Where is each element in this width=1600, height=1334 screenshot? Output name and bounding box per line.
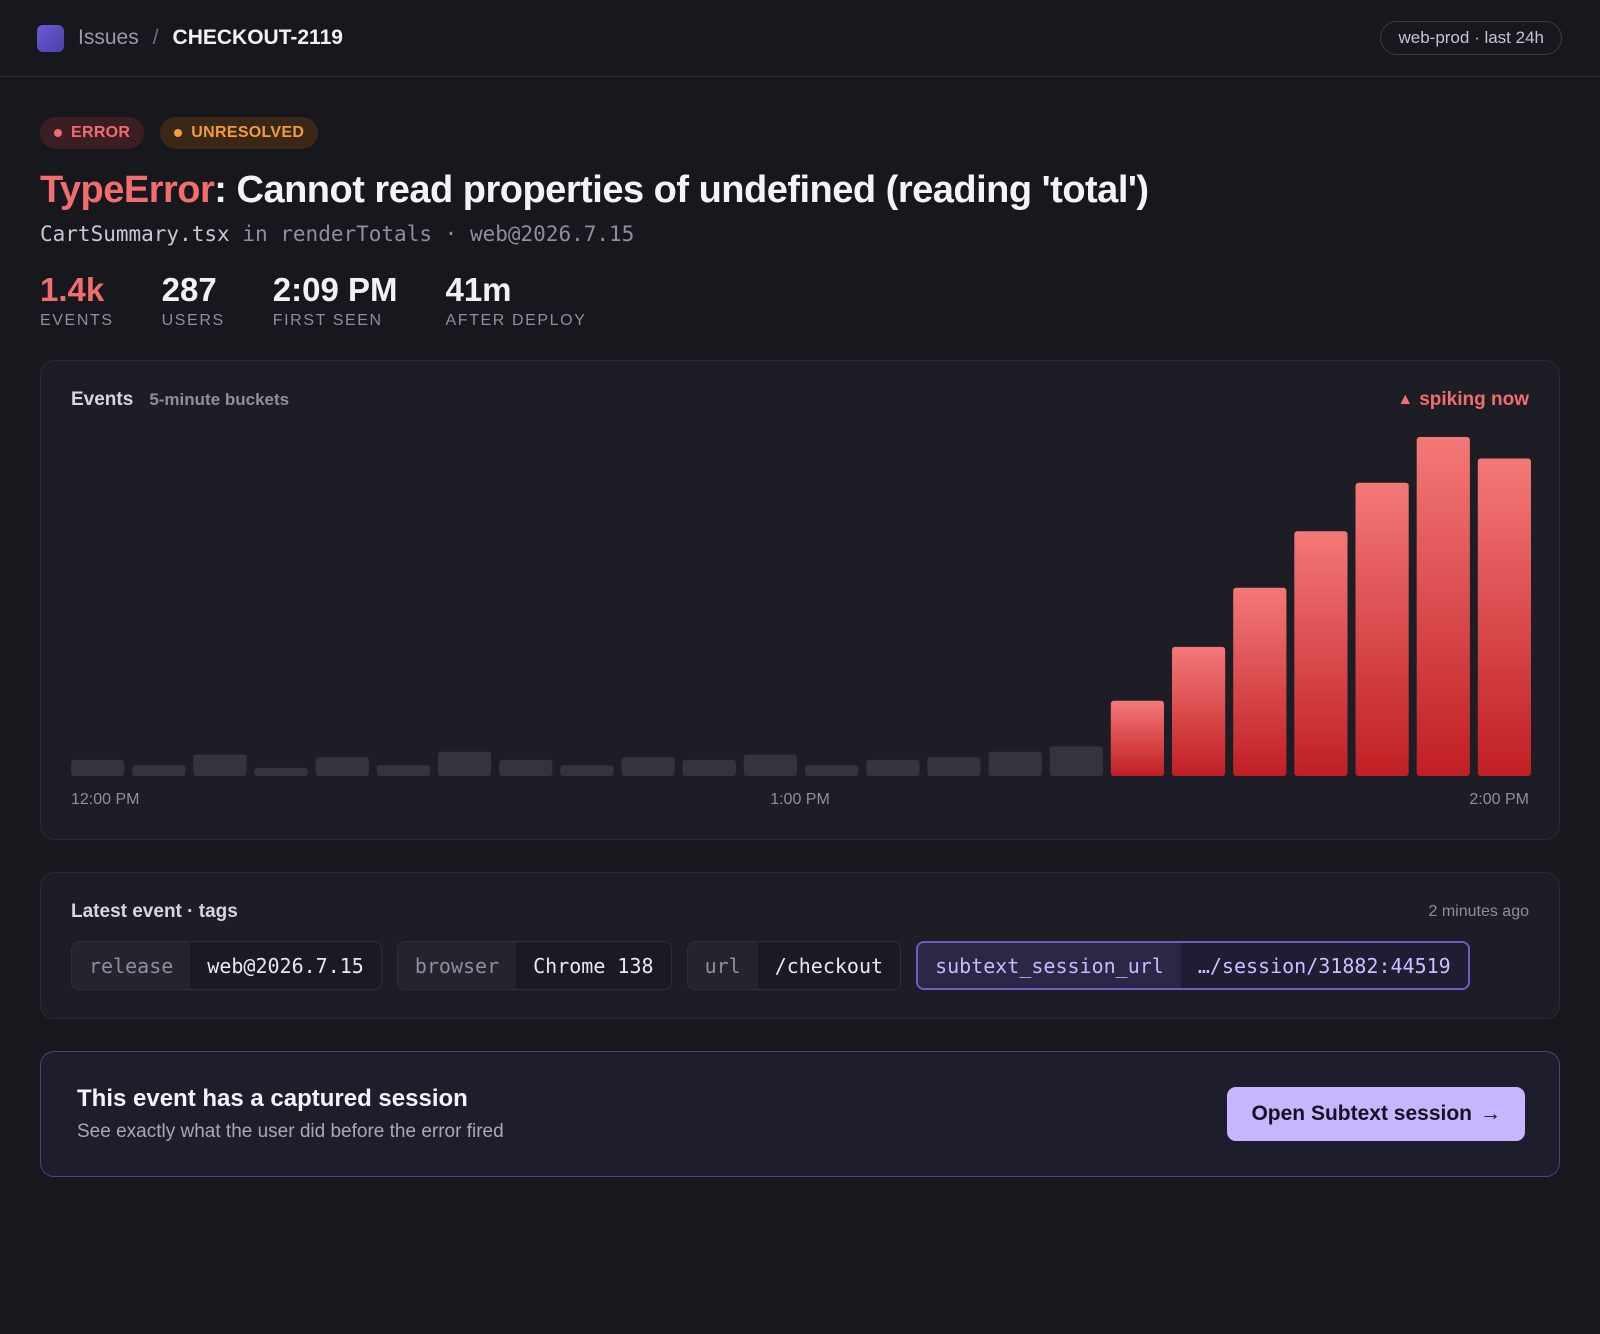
tag-value: Chrome 138 bbox=[516, 942, 671, 989]
issue-stats: 1.4k EVENTS 287 USERS 2:09 PM FIRST SEEN… bbox=[40, 270, 1560, 330]
chart-bar[interactable] bbox=[376, 765, 430, 776]
environment-filter-pill[interactable]: web-prod · last 24h bbox=[1380, 21, 1562, 55]
triangle-up-icon: ▲ bbox=[1397, 391, 1414, 408]
chart-bar[interactable] bbox=[866, 759, 920, 776]
chart-subtitle: 5-minute buckets bbox=[149, 390, 290, 409]
captured-session-banner: This event has a captured session See ex… bbox=[40, 1051, 1560, 1177]
source-file[interactable]: CartSummary.tsx bbox=[40, 222, 230, 246]
x-tick-label: 2:00 PM bbox=[1469, 791, 1529, 808]
breadcrumb-issues-link[interactable]: Issues bbox=[78, 26, 139, 49]
latest-event-tags-card: Latest event · tags 2 minutes ago releas… bbox=[40, 872, 1560, 1019]
chart-bar-spike[interactable] bbox=[1355, 482, 1409, 776]
chart-bar[interactable] bbox=[805, 765, 859, 776]
stat-first-seen-label: FIRST SEEN bbox=[272, 312, 383, 329]
spike-alert-label: spiking now bbox=[1419, 389, 1529, 410]
issue-title: TypeError: Cannot read properties of und… bbox=[40, 169, 1560, 212]
tag-release[interactable]: release web@2026.7.15 bbox=[71, 941, 382, 990]
error-type: TypeError bbox=[40, 169, 215, 211]
stat-events-label: EVENTS bbox=[40, 312, 114, 329]
status-badge[interactable]: UNRESOLVED bbox=[160, 117, 319, 149]
tag-subtext-session-url[interactable]: subtext_session_url …/session/31882:4451… bbox=[916, 941, 1470, 990]
breadcrumb-separator: / bbox=[152, 26, 159, 49]
events-chart-card: Events 5-minute buckets ▲ spiking now 12… bbox=[40, 360, 1560, 840]
tags-header: Latest event · tags 2 minutes ago bbox=[71, 901, 1529, 923]
chart-bar[interactable] bbox=[988, 751, 1042, 776]
chart-bar[interactable] bbox=[743, 754, 797, 777]
tags-list: release web@2026.7.15 browser Chrome 138… bbox=[71, 941, 1529, 990]
open-session-button[interactable]: Open Subtext session → bbox=[1227, 1087, 1525, 1141]
stat-users-label: USERS bbox=[161, 312, 225, 329]
stat-after-deploy-value: 41m bbox=[445, 271, 512, 308]
chart-bar-spike[interactable] bbox=[1172, 646, 1226, 776]
tag-browser[interactable]: browser Chrome 138 bbox=[396, 941, 672, 990]
chart-bar[interactable] bbox=[1049, 746, 1103, 776]
chart-heading: Events 5-minute buckets bbox=[71, 389, 289, 411]
top-bar: Issues / CHECKOUT-2119 web-prod · last 2… bbox=[0, 0, 1600, 77]
status-dot-icon bbox=[174, 129, 183, 137]
tags-title: Latest event · tags bbox=[71, 901, 238, 922]
breadcrumb-current-issue: CHECKOUT-2119 bbox=[172, 26, 343, 49]
chart-bar-spike[interactable] bbox=[1416, 437, 1470, 776]
tag-key: browser bbox=[397, 942, 517, 989]
main-content: ERROR UNRESOLVED TypeError: Cannot read … bbox=[0, 117, 1600, 1177]
open-session-button-label: Open Subtext session bbox=[1251, 1102, 1472, 1125]
chart-bar-spike[interactable] bbox=[1110, 700, 1164, 776]
tag-key: url bbox=[687, 942, 758, 989]
tag-value: web@2026.7.15 bbox=[190, 942, 381, 989]
app-logo[interactable] bbox=[37, 24, 64, 52]
stat-users: 287 USERS bbox=[162, 270, 225, 330]
issue-location: CartSummary.tsx in renderTotals · web@20… bbox=[40, 222, 1560, 246]
chart-bar[interactable] bbox=[315, 757, 369, 776]
error-level-badge: ERROR bbox=[40, 117, 145, 149]
stat-after-deploy-label: AFTER DEPLOY bbox=[445, 312, 587, 329]
session-description: See exactly what the user did before the… bbox=[77, 1121, 504, 1142]
chart-title: Events bbox=[71, 389, 134, 410]
session-title: This event has a captured session bbox=[77, 1085, 468, 1112]
event-time: 2 minutes ago bbox=[1428, 903, 1529, 920]
in-word: in bbox=[242, 222, 268, 246]
stat-events-value: 1.4k bbox=[40, 271, 105, 308]
issue-badges: ERROR UNRESOLVED bbox=[40, 117, 1560, 149]
arrow-right-icon: → bbox=[1480, 1102, 1501, 1125]
chart-bar[interactable] bbox=[438, 751, 492, 776]
x-tick-label: 12:00 PM bbox=[71, 791, 140, 808]
stat-events: 1.4k EVENTS bbox=[40, 270, 114, 330]
chart-bar[interactable] bbox=[254, 767, 308, 776]
tag-value: …/session/31882:44519 bbox=[1180, 943, 1468, 988]
chart-bar[interactable] bbox=[560, 765, 614, 776]
chart-bar[interactable] bbox=[71, 759, 125, 776]
error-dot-icon bbox=[54, 129, 62, 137]
location-dot: · bbox=[444, 222, 458, 246]
tag-value: /checkout bbox=[757, 942, 901, 989]
stat-users-value: 287 bbox=[161, 271, 217, 308]
spike-alert: ▲ spiking now bbox=[1397, 389, 1529, 411]
tag-key: release bbox=[72, 942, 191, 989]
chart-bar[interactable] bbox=[621, 757, 675, 776]
status-label: UNRESOLVED bbox=[191, 124, 305, 141]
release-version[interactable]: web@2026.7.15 bbox=[469, 222, 635, 246]
stat-after-deploy: 41m AFTER DEPLOY bbox=[445, 270, 586, 330]
chart-x-axis: 12:00 PM 1:00 PM 2:00 PM bbox=[71, 791, 1529, 815]
stat-first-seen: 2:09 PM FIRST SEEN bbox=[273, 270, 398, 330]
chart-bar[interactable] bbox=[927, 757, 981, 776]
error-level-label: ERROR bbox=[71, 124, 131, 141]
error-message: : Cannot read properties of undefined (r… bbox=[214, 169, 1149, 211]
chart-header: Events 5-minute buckets ▲ spiking now bbox=[71, 389, 1529, 411]
chart-bar[interactable] bbox=[132, 765, 186, 776]
chart-bar[interactable] bbox=[682, 759, 736, 776]
events-bar-chart bbox=[71, 437, 1531, 777]
session-text: This event has a captured session See ex… bbox=[77, 1085, 504, 1143]
breadcrumb: Issues / CHECKOUT-2119 bbox=[37, 24, 343, 52]
chart-bar[interactable] bbox=[193, 754, 247, 777]
x-tick-label: 1:00 PM bbox=[770, 791, 830, 808]
tag-url[interactable]: url /checkout bbox=[686, 941, 902, 990]
chart-bar[interactable] bbox=[499, 759, 553, 776]
chart-bar-spike[interactable] bbox=[1233, 587, 1287, 776]
tag-key: subtext_session_url bbox=[918, 943, 1181, 988]
chart-bar-spike[interactable] bbox=[1477, 458, 1531, 777]
function-name: renderTotals bbox=[280, 222, 432, 246]
chart-bar-spike[interactable] bbox=[1294, 531, 1348, 776]
stat-first-seen-value: 2:09 PM bbox=[272, 271, 398, 308]
